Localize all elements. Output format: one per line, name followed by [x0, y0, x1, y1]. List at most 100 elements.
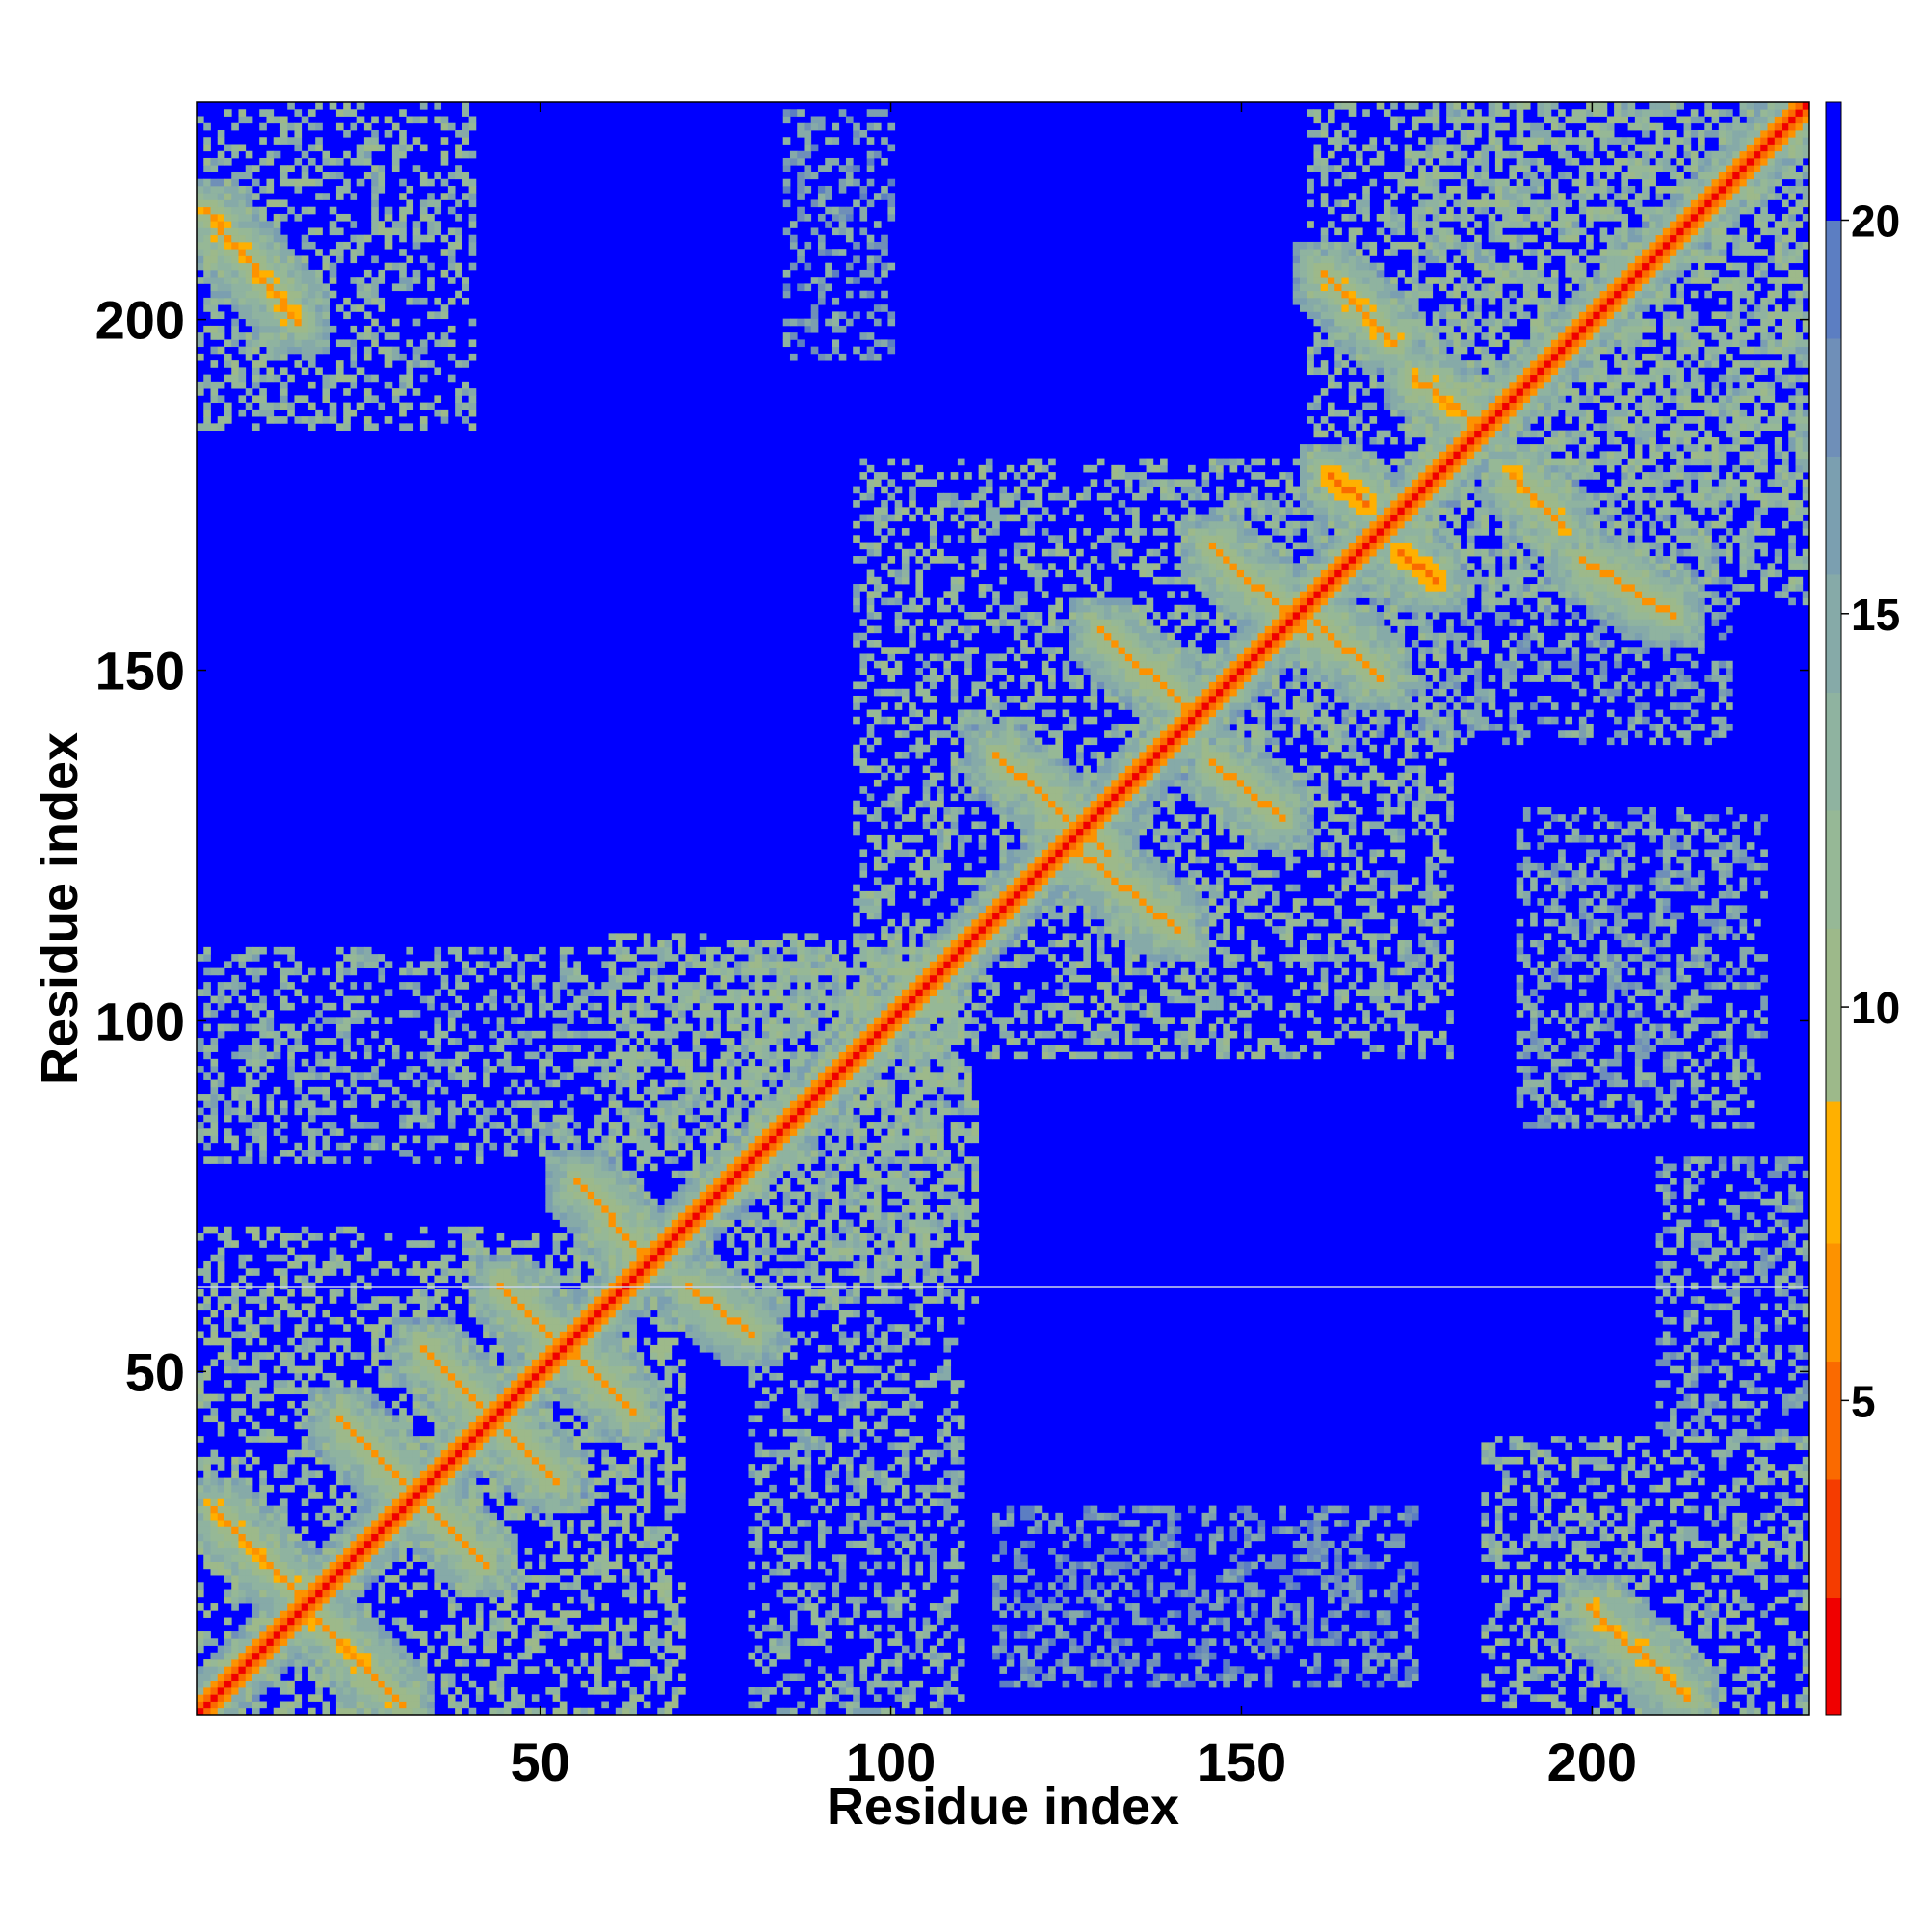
heatmap-cell	[489, 1372, 498, 1381]
heatmap-cell	[650, 1198, 658, 1206]
heatmap-cell	[294, 416, 303, 424]
heatmap-cell	[559, 954, 568, 962]
heatmap-cell	[608, 1170, 617, 1178]
heatmap-cell	[238, 221, 247, 228]
heatmap-cell	[245, 1150, 253, 1157]
heatmap-cell	[567, 1163, 574, 1172]
heatmap-cell	[343, 409, 351, 417]
heatmap-cell	[531, 1288, 540, 1297]
heatmap-cell	[545, 1198, 553, 1206]
heatmap-cell	[539, 1561, 546, 1570]
heatmap-cell	[489, 1428, 498, 1437]
heatmap-cell	[245, 1365, 253, 1374]
heatmap-cell	[643, 1393, 651, 1402]
heatmap-cell	[279, 1575, 288, 1583]
heatmap-cell	[203, 1114, 211, 1123]
heatmap-cell	[363, 1568, 372, 1576]
heatmap-cell	[287, 122, 295, 131]
heatmap-cell	[587, 1058, 595, 1067]
heatmap-cell	[524, 1666, 533, 1674]
heatmap-cell	[427, 199, 435, 208]
heatmap-cell	[440, 1589, 449, 1598]
heatmap-cell	[643, 1275, 651, 1284]
heatmap-cell	[238, 409, 247, 417]
heatmap-cell	[273, 1596, 281, 1604]
heatmap-cell	[539, 1421, 546, 1430]
heatmap-cell	[615, 1107, 623, 1116]
heatmap-cell	[468, 1428, 477, 1437]
heatmap-cell	[307, 1303, 316, 1311]
heatmap-cell	[329, 1436, 337, 1443]
heatmap-cell	[350, 1687, 358, 1695]
heatmap-cell	[279, 1568, 288, 1576]
heatmap-cell	[273, 1051, 281, 1060]
heatmap-cell	[231, 269, 239, 278]
heatmap-cell	[279, 416, 288, 424]
heatmap-cell	[363, 1498, 372, 1506]
heatmap-cell	[335, 1387, 344, 1395]
heatmap-cell	[322, 1631, 330, 1639]
heatmap-cell	[475, 974, 484, 983]
heatmap-cell	[224, 1114, 232, 1123]
heatmap-cell	[343, 1707, 351, 1716]
heatmap-cell	[539, 1449, 546, 1458]
heatmap-cell	[517, 1316, 525, 1325]
heatmap-cell	[343, 1520, 351, 1527]
heatmap-cell	[251, 1380, 260, 1388]
heatmap-cell	[539, 1582, 546, 1590]
heatmap-cell	[434, 961, 442, 968]
heatmap-cell	[203, 1694, 211, 1702]
heatmap-cell	[447, 1568, 456, 1576]
heatmap-cell	[419, 1408, 428, 1416]
heatmap-cell	[210, 199, 219, 208]
heatmap-cell	[524, 1316, 533, 1325]
heatmap-cell	[580, 1652, 589, 1660]
heatmap-cell	[475, 1533, 484, 1542]
heatmap-cell	[447, 1505, 456, 1514]
heatmap-cell	[427, 1520, 435, 1527]
heatmap-cell	[210, 1492, 219, 1499]
heatmap-cell	[524, 1128, 533, 1136]
heatmap-cell	[545, 1449, 553, 1458]
heatmap-cell	[511, 1456, 518, 1465]
heatmap-cell	[335, 249, 344, 256]
heatmap-cell	[335, 241, 344, 250]
heatmap-cell	[475, 1575, 484, 1583]
heatmap-cell	[315, 1680, 323, 1688]
heatmap-cell	[594, 1198, 602, 1206]
heatmap-cell	[245, 1624, 253, 1632]
heatmap-cell	[608, 995, 617, 1004]
heatmap-cell	[517, 1484, 525, 1493]
heatmap-cell	[615, 1505, 623, 1514]
heatmap-cell	[203, 416, 211, 424]
heatmap-cell	[287, 1603, 295, 1611]
heatmap-cell	[378, 1372, 386, 1381]
heatmap-cell	[447, 1540, 456, 1548]
heatmap-cell	[622, 1204, 630, 1213]
heatmap-cell	[197, 1372, 204, 1381]
heatmap-cell	[531, 1303, 540, 1311]
heatmap-cell	[636, 967, 645, 976]
heatmap-cell	[259, 318, 267, 327]
heatmap-cell	[447, 1603, 456, 1611]
heatmap-cell	[468, 1526, 477, 1534]
heatmap-cell	[447, 1575, 456, 1583]
heatmap-cell	[412, 1268, 421, 1276]
heatmap-cell	[650, 1288, 658, 1297]
heatmap-cell	[217, 137, 225, 145]
heatmap-cell	[259, 185, 267, 194]
heatmap-cell	[419, 102, 428, 110]
heatmap-cell	[447, 1387, 456, 1395]
heatmap-cell	[371, 1707, 379, 1716]
heatmap-cell	[245, 1554, 253, 1562]
heatmap-cell	[475, 1428, 484, 1437]
heatmap-cell	[197, 1038, 204, 1045]
heatmap-cell	[552, 1492, 561, 1499]
heatmap-cell	[643, 1226, 651, 1234]
heatmap-cell	[412, 1526, 421, 1534]
heatmap-cell	[643, 1023, 651, 1032]
heatmap-cell	[567, 1045, 574, 1052]
heatmap-cell	[322, 1387, 330, 1395]
heatmap-cell	[391, 157, 400, 166]
heatmap-cell	[412, 1331, 421, 1339]
